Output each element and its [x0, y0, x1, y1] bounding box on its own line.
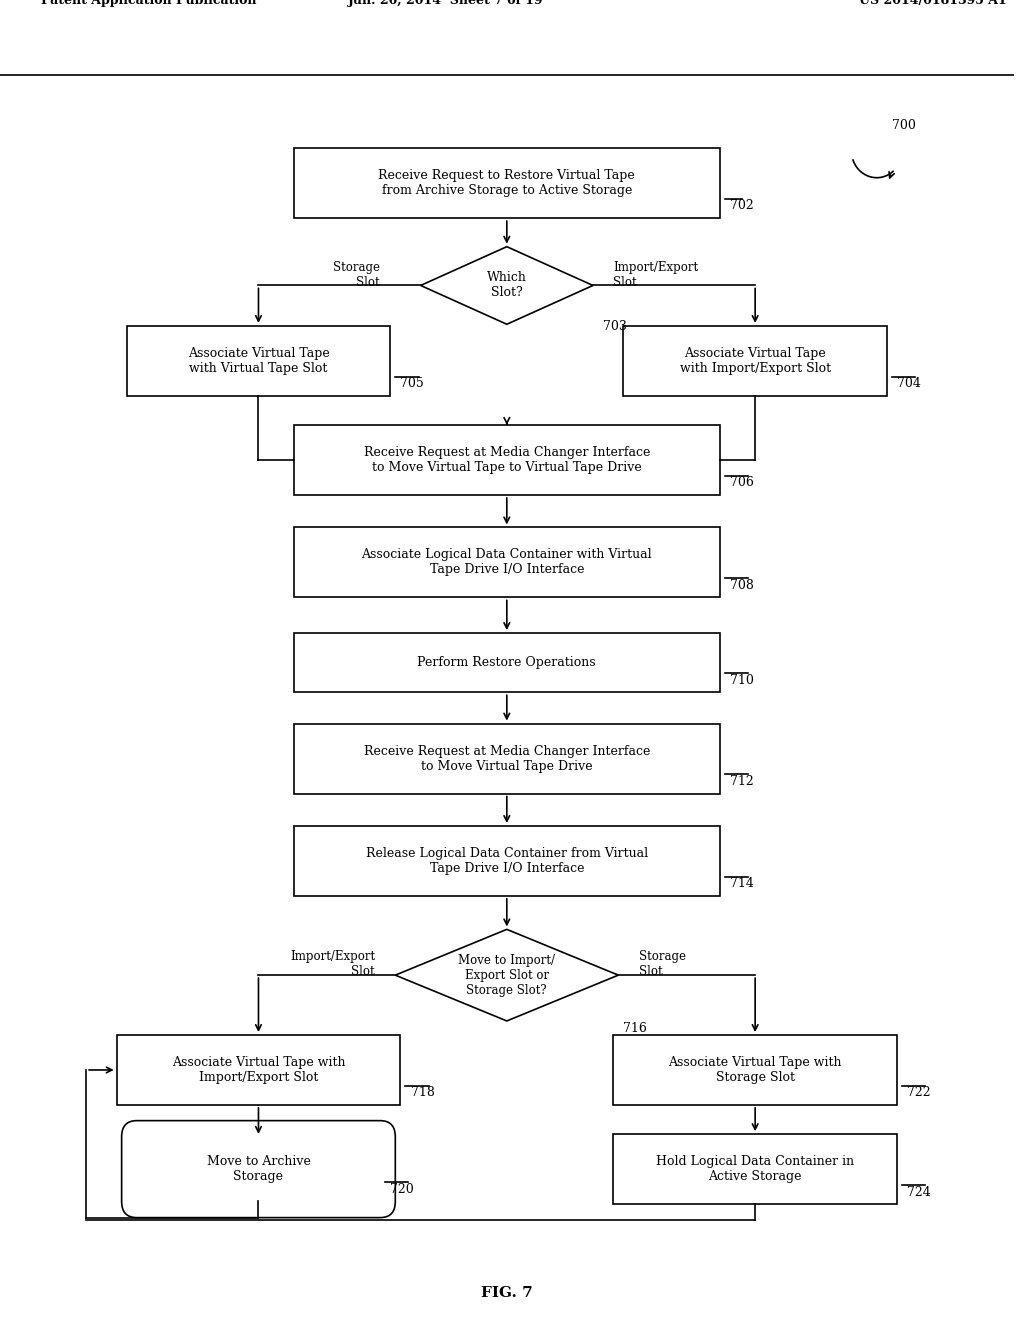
Text: 708: 708 [730, 578, 754, 591]
Text: Associate Virtual Tape with
Import/Export Slot: Associate Virtual Tape with Import/Expor… [172, 1056, 345, 1084]
Text: Associate Virtual Tape with
Storage Slot: Associate Virtual Tape with Storage Slot [669, 1056, 842, 1084]
Bar [117, 1035, 400, 1105]
Bar [294, 723, 720, 793]
Text: 705: 705 [400, 378, 424, 391]
Text: 700: 700 [892, 119, 915, 132]
Text: 714: 714 [730, 878, 754, 890]
Text: Move to Import/
Export Slot or
Storage Slot?: Move to Import/ Export Slot or Storage S… [459, 953, 555, 997]
Text: Receive Request at Media Changer Interface
to Move Virtual Tape to Virtual Tape : Receive Request at Media Changer Interfa… [364, 446, 650, 474]
Text: Storage
Slot: Storage Slot [333, 260, 380, 289]
Text: Receive Request to Restore Virtual Tape
from Archive Storage to Active Storage: Receive Request to Restore Virtual Tape … [379, 169, 635, 197]
Bar [624, 326, 887, 396]
Polygon shape [395, 929, 618, 1020]
Text: Which
Slot?: Which Slot? [486, 272, 526, 300]
Text: 720: 720 [390, 1183, 414, 1196]
Text: Associate Virtual Tape
with Virtual Tape Slot: Associate Virtual Tape with Virtual Tape… [187, 347, 330, 375]
Bar [294, 528, 720, 598]
Polygon shape [421, 247, 593, 325]
Text: 702: 702 [730, 199, 754, 213]
Text: Receive Request at Media Changer Interface
to Move Virtual Tape Drive: Receive Request at Media Changer Interfa… [364, 744, 650, 772]
Text: Associate Virtual Tape
with Import/Export Slot: Associate Virtual Tape with Import/Expor… [680, 347, 830, 375]
Text: Import/Export
Slot: Import/Export Slot [290, 950, 375, 978]
Text: 716: 716 [624, 1022, 647, 1035]
Bar [294, 634, 720, 692]
Text: 722: 722 [907, 1086, 931, 1100]
Text: 706: 706 [730, 477, 754, 490]
Text: 710: 710 [730, 673, 754, 686]
Text: Release Logical Data Container from Virtual
Tape Drive I/O Interface: Release Logical Data Container from Virt… [366, 847, 648, 875]
Text: 724: 724 [907, 1185, 931, 1199]
Text: Associate Logical Data Container with Virtual
Tape Drive I/O Interface: Associate Logical Data Container with Vi… [361, 548, 652, 577]
FancyBboxPatch shape [122, 1121, 395, 1217]
Text: US 2014/0181395 A1: US 2014/0181395 A1 [859, 0, 1007, 8]
Text: 712: 712 [730, 775, 754, 788]
Bar [613, 1134, 897, 1204]
Bar [294, 826, 720, 896]
Text: 718: 718 [411, 1086, 434, 1100]
Text: Perform Restore Operations: Perform Restore Operations [418, 656, 596, 669]
Bar [613, 1035, 897, 1105]
Text: Jun. 26, 2014  Sheet 7 of 19: Jun. 26, 2014 Sheet 7 of 19 [348, 0, 544, 8]
Text: 704: 704 [897, 378, 921, 391]
Text: Storage
Slot: Storage Slot [639, 950, 686, 978]
Bar [127, 326, 390, 396]
Bar [294, 425, 720, 495]
Text: 703: 703 [603, 319, 627, 333]
Text: FIG. 7: FIG. 7 [481, 1286, 532, 1300]
Bar [294, 148, 720, 218]
Text: Move to Archive
Storage: Move to Archive Storage [207, 1155, 310, 1183]
Text: Import/Export
Slot: Import/Export Slot [613, 260, 698, 289]
Text: Patent Application Publication: Patent Application Publication [41, 0, 256, 8]
Text: Hold Logical Data Container in
Active Storage: Hold Logical Data Container in Active St… [656, 1155, 854, 1183]
